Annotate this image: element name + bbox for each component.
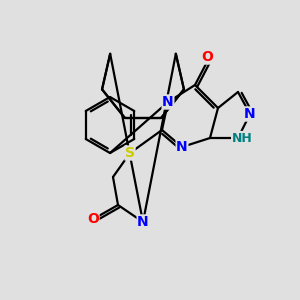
Text: O: O: [201, 50, 213, 64]
Text: N: N: [244, 107, 256, 121]
Text: NH: NH: [232, 131, 252, 145]
Text: N: N: [176, 140, 188, 154]
Text: O: O: [87, 212, 99, 226]
Text: S: S: [125, 146, 135, 160]
Text: N: N: [137, 215, 149, 229]
Text: N: N: [162, 95, 174, 109]
